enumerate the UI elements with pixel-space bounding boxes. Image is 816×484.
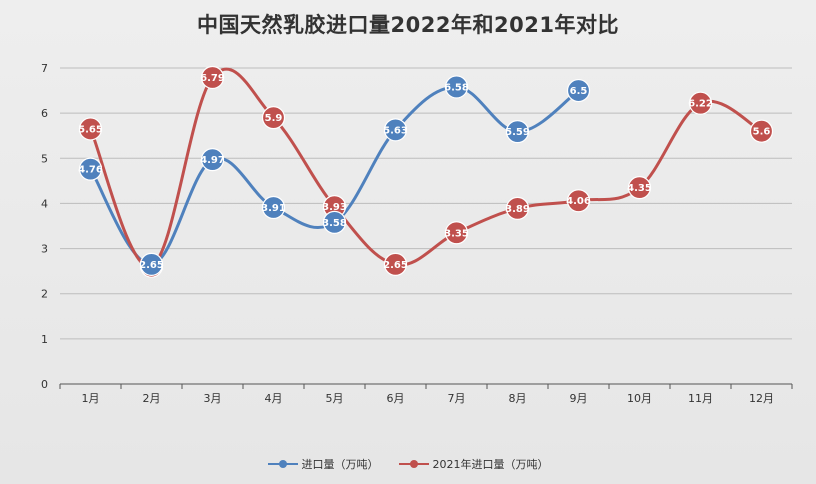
data-label: 3.93 (322, 202, 347, 213)
data-label: 2.65 (139, 260, 164, 271)
x-tick-label: 9月 (570, 392, 588, 405)
data-point-1 (322, 210, 347, 234)
chart-title: 中国天然乳胶进口量2022年和2021年对比 (197, 13, 619, 37)
data-label: 3.91 (261, 203, 286, 214)
data-label: 3.58 (322, 218, 347, 229)
data-point-2 (261, 106, 286, 130)
data-point-2 (444, 221, 469, 245)
data-label: 5.6 (753, 127, 771, 138)
data-point-2 (505, 196, 530, 220)
x-tick-label: 4月 (265, 392, 283, 405)
legend-label: 2021年进口量（万吨） (432, 458, 549, 471)
legend-marker-icon (398, 459, 429, 469)
x-tick-label: 2月 (143, 392, 161, 405)
data-point-1 (261, 195, 286, 220)
data-point-1 (566, 78, 591, 103)
x-tick-label: 11月 (688, 392, 713, 405)
data-label: 6.79 (200, 73, 225, 84)
x-tick-label: 8月 (509, 392, 527, 405)
data-point-2 (627, 176, 652, 200)
legend-marker-icon (267, 459, 298, 469)
legend-label: 进口量（万吨） (301, 458, 379, 471)
data-label: 4.06 (566, 196, 591, 207)
y-tick-label: 7 (41, 62, 48, 75)
y-tick-label: 5 (41, 152, 48, 165)
legend-item-series-2[interactable]: 2021年进口量（万吨） (398, 456, 549, 472)
data-label: 2.65 (383, 260, 408, 271)
x-tick-label: 1月 (82, 392, 100, 405)
y-tick-label: 3 (41, 243, 48, 256)
data-label: 6.5 (570, 86, 588, 97)
x-tick-label: 7月 (448, 392, 466, 405)
data-label: 5.9 (265, 113, 283, 124)
x-tick-label: 10月 (627, 392, 652, 405)
data-point-1 (200, 148, 225, 172)
x-tick-label: 12月 (749, 392, 774, 405)
data-point-2 (200, 65, 225, 90)
data-point-2 (383, 252, 408, 276)
x-tick-label: 3月 (204, 392, 222, 405)
y-tick-label: 0 (41, 378, 48, 391)
data-point-2 (688, 91, 713, 115)
data-label: 5.63 (383, 125, 408, 136)
data-point-1 (78, 157, 103, 181)
data-point-1 (444, 75, 469, 99)
data-label: 5.65 (78, 124, 103, 135)
data-point-2 (78, 117, 103, 141)
data-label: 3.89 (505, 204, 530, 215)
legend-item-series-1[interactable]: 进口量（万吨） (267, 456, 379, 472)
data-point-2 (566, 189, 591, 213)
data-label: 4.97 (200, 155, 225, 166)
x-tick-label: 5月 (326, 392, 344, 405)
y-tick-label: 1 (41, 333, 48, 346)
data-point-1 (383, 118, 408, 142)
data-label: 4.76 (78, 165, 103, 176)
data-label: 6.58 (444, 82, 469, 93)
data-label: 3.35 (444, 228, 469, 239)
legend: 进口量（万吨） 2021年进口量（万吨） (0, 456, 816, 472)
y-tick-label: 6 (41, 107, 48, 120)
data-point-2 (749, 119, 774, 143)
y-tick-label: 4 (41, 197, 48, 210)
data-point-1 (505, 120, 530, 144)
x-tick-label: 6月 (387, 392, 405, 405)
data-label: 4.35 (627, 183, 652, 194)
data-point-1 (139, 252, 164, 276)
data-label: 6.22 (688, 99, 713, 110)
data-label: 5.59 (505, 127, 530, 138)
y-tick-label: 2 (41, 288, 48, 301)
